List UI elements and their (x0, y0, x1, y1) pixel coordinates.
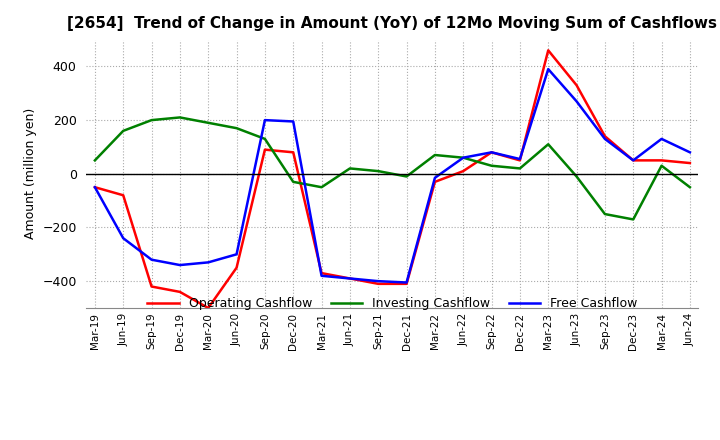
Investing Cashflow (318, 185, 326, 190)
Operating Cashflow (204, 305, 212, 311)
Free Cashflow (572, 99, 581, 104)
Operating Cashflow (544, 48, 552, 53)
Free Cashflow (289, 119, 297, 124)
Operating Cashflow (91, 185, 99, 190)
Operating Cashflow (657, 158, 666, 163)
Free Cashflow (544, 66, 552, 72)
Free Cashflow (346, 276, 354, 281)
Operating Cashflow (572, 83, 581, 88)
Line: Operating Cashflow: Operating Cashflow (95, 50, 690, 308)
Free Cashflow (119, 235, 127, 241)
Operating Cashflow (119, 193, 127, 198)
Investing Cashflow (402, 174, 411, 179)
Free Cashflow (261, 117, 269, 123)
Free Cashflow (685, 150, 694, 155)
Operating Cashflow (233, 265, 241, 270)
Free Cashflow (402, 280, 411, 285)
Investing Cashflow (119, 128, 127, 133)
Investing Cashflow (600, 211, 609, 216)
Operating Cashflow (261, 147, 269, 152)
Title: [2654]  Trend of Change in Amount (YoY) of 12Mo Moving Sum of Cashflows: [2654] Trend of Change in Amount (YoY) o… (68, 16, 717, 32)
Free Cashflow (431, 175, 439, 180)
Operating Cashflow (374, 281, 382, 286)
Free Cashflow (487, 150, 496, 155)
Investing Cashflow (148, 117, 156, 123)
Investing Cashflow (487, 163, 496, 169)
Investing Cashflow (289, 179, 297, 184)
Free Cashflow (233, 252, 241, 257)
Operating Cashflow (629, 158, 637, 163)
Investing Cashflow (431, 152, 439, 158)
Y-axis label: Amount (million yen): Amount (million yen) (24, 108, 37, 239)
Free Cashflow (176, 262, 184, 268)
Operating Cashflow (346, 276, 354, 281)
Operating Cashflow (148, 284, 156, 289)
Operating Cashflow (289, 150, 297, 155)
Investing Cashflow (685, 185, 694, 190)
Investing Cashflow (176, 115, 184, 120)
Operating Cashflow (487, 150, 496, 155)
Investing Cashflow (233, 125, 241, 131)
Line: Investing Cashflow: Investing Cashflow (95, 117, 690, 220)
Investing Cashflow (629, 217, 637, 222)
Operating Cashflow (431, 179, 439, 184)
Free Cashflow (204, 260, 212, 265)
Operating Cashflow (600, 134, 609, 139)
Operating Cashflow (685, 161, 694, 166)
Free Cashflow (148, 257, 156, 262)
Operating Cashflow (176, 289, 184, 294)
Investing Cashflow (91, 158, 99, 163)
Investing Cashflow (657, 163, 666, 169)
Investing Cashflow (204, 120, 212, 125)
Free Cashflow (516, 156, 524, 161)
Investing Cashflow (374, 169, 382, 174)
Free Cashflow (600, 136, 609, 142)
Operating Cashflow (459, 169, 467, 174)
Investing Cashflow (261, 136, 269, 142)
Free Cashflow (657, 136, 666, 142)
Free Cashflow (318, 273, 326, 279)
Free Cashflow (374, 279, 382, 284)
Operating Cashflow (516, 158, 524, 163)
Operating Cashflow (402, 281, 411, 286)
Free Cashflow (91, 185, 99, 190)
Investing Cashflow (459, 155, 467, 160)
Operating Cashflow (318, 271, 326, 276)
Investing Cashflow (516, 166, 524, 171)
Free Cashflow (459, 155, 467, 160)
Free Cashflow (629, 158, 637, 163)
Investing Cashflow (572, 174, 581, 179)
Legend: Operating Cashflow, Investing Cashflow, Free Cashflow: Operating Cashflow, Investing Cashflow, … (143, 292, 642, 315)
Line: Free Cashflow: Free Cashflow (95, 69, 690, 282)
Investing Cashflow (346, 166, 354, 171)
Investing Cashflow (544, 142, 552, 147)
